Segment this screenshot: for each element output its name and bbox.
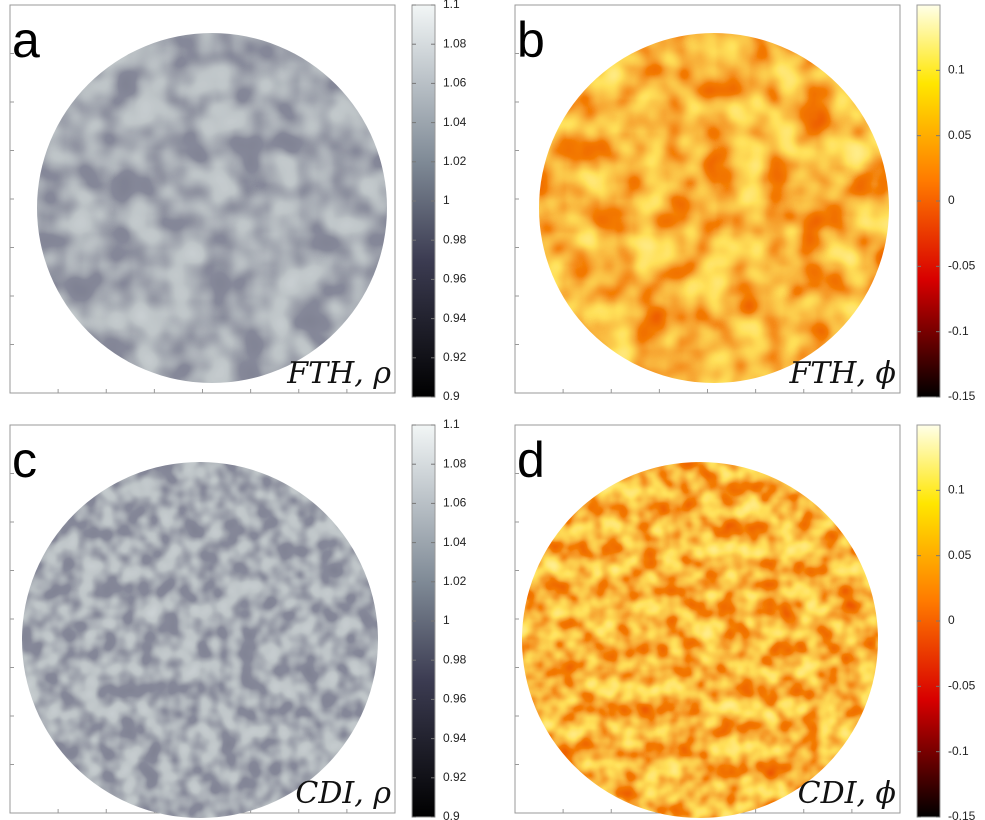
panel-caption: FTH, ϕ — [788, 356, 896, 391]
panel: a FTH, ρ 0.9 0.92 0.94 0.96 0.98 1 1.02 1.04 1.06 1… — [10, 0, 467, 403]
colorbar-tick-label: 0.1 — [948, 63, 965, 77]
colorbar-tick-label: -0.05 — [948, 259, 976, 273]
panel-caption: FTH, ρ — [286, 356, 391, 391]
panel-label: d — [517, 432, 545, 488]
colorbar-tick-label: 1.08 — [443, 456, 467, 470]
image-disc — [522, 462, 878, 818]
colorbar-tick-label: 0.94 — [443, 731, 467, 745]
colorbar-tick-label: 1.04 — [443, 535, 467, 549]
colorbar-tick-label: 1.08 — [443, 36, 467, 50]
panel-caption: CDI, ρ — [295, 776, 391, 811]
colorbar-tick-label: 0.98 — [443, 232, 467, 246]
colorbar-tick-label: 0.98 — [443, 652, 467, 666]
colorbar-tick-label: 1 — [443, 613, 450, 627]
colorbar-tick-label: 0.9 — [443, 809, 460, 820]
colorbar-tick-label: 1.1 — [443, 0, 460, 11]
colorbar-tick-label: 0 — [948, 613, 955, 627]
panel: d CDI, ϕ -0.15 -0.1 -0.05 0 0.05 0.1 — [515, 425, 976, 820]
colorbar-tick-label: 0.96 — [443, 272, 467, 286]
colorbar-tick-label: 0.9 — [443, 389, 460, 403]
image-disc — [539, 33, 889, 383]
colorbar-tick-label: 0 — [948, 193, 955, 207]
colorbar-tick-label: 1.02 — [443, 574, 467, 588]
colorbar-tick-label: 0.92 — [443, 770, 467, 784]
colorbar-tick-label: -0.1 — [948, 744, 969, 758]
colorbar-tick-label: 0.05 — [948, 548, 972, 562]
colorbar-tick-label: 1.06 — [443, 76, 467, 90]
panel-label: a — [12, 12, 40, 68]
colorbar-tick-label: 1 — [443, 193, 450, 207]
colorbar-tick-label: 0.94 — [443, 311, 467, 325]
panel: c CDI, ρ 0.9 0.92 0.94 0.96 0.98 1 1.02 1.04 1.06 1… — [10, 417, 467, 820]
colorbar-tick-label: 0.92 — [443, 350, 467, 364]
image-disc — [37, 33, 387, 383]
colorbar-tick-label: -0.1 — [948, 324, 969, 338]
colorbar-tick-label: 0.1 — [948, 483, 965, 497]
colorbar-tick-label: -0.05 — [948, 679, 976, 693]
colorbar-tick-label: 0.96 — [443, 692, 467, 706]
colorbar-tick-label: -0.15 — [948, 389, 976, 403]
panel-caption: CDI, ϕ — [798, 776, 896, 811]
image-disc — [22, 462, 378, 818]
panel: b FTH, ϕ -0.15 -0.1 -0.05 0 0.05 0.1 — [515, 5, 976, 403]
colorbar-tick-label: 1.06 — [443, 496, 467, 510]
colorbar-tick-label: 0.05 — [948, 128, 972, 142]
figure: a FTH, ρ 0.9 0.92 0.94 0.96 0.98 1 1.02 1.04 1.06 1… — [0, 0, 985, 820]
panel-label: b — [517, 12, 545, 68]
colorbar-tick-label: -0.15 — [948, 809, 976, 820]
colorbar-tick-label: 1.04 — [443, 115, 467, 129]
colorbar-tick-label: 1.1 — [443, 417, 460, 431]
colorbar-tick-label: 1.02 — [443, 154, 467, 168]
panel-label: c — [12, 432, 37, 488]
